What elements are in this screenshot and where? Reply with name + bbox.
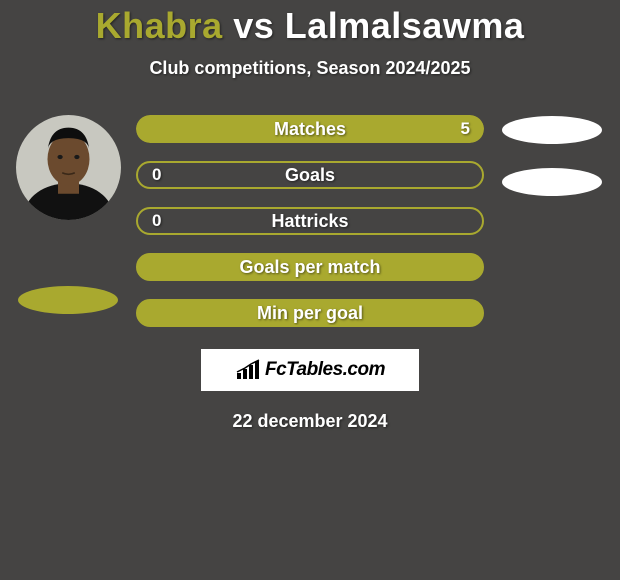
stat-label: Matches [274, 119, 346, 140]
infographic-container: Khabra vs Lalmalsawma Club competitions,… [0, 0, 620, 432]
stat-bar: Min per goal [136, 299, 484, 327]
player-a-name: Khabra [96, 5, 223, 46]
stat-value-left: 0 [152, 165, 161, 185]
subtitle: Club competitions, Season 2024/2025 [0, 58, 620, 79]
stat-label: Goals per match [239, 257, 380, 278]
comparison-title: Khabra vs Lalmalsawma [0, 2, 620, 50]
fctables-logo-text: FcTables.com [265, 359, 385, 381]
player-b-name: Lalmalsawma [285, 5, 525, 46]
stat-label: Goals [285, 165, 335, 186]
stat-label: Min per goal [257, 303, 363, 324]
stat-bar: Matches 5 [136, 115, 484, 143]
fctables-logo-box: FcTables.com [201, 349, 419, 391]
player-b-column [492, 115, 612, 196]
stat-value-right: 5 [461, 119, 470, 139]
stat-bar: 0 Hattricks [136, 207, 484, 235]
player-a-badge-oval [18, 286, 118, 314]
stat-value-left: 0 [152, 211, 161, 231]
date-text: 22 december 2024 [0, 411, 620, 432]
player-a-avatar [16, 115, 121, 220]
player-b-badge-oval-1 [502, 116, 602, 144]
stat-bar: Goals per match [136, 253, 484, 281]
title-vs: vs [233, 5, 285, 46]
player-a-photo-icon [16, 115, 121, 220]
main-row: Matches 5 0 Goals 0 Hattricks Goals per match M… [0, 115, 620, 327]
stat-bar: 0 Goals [136, 161, 484, 189]
bar-chart-icon [235, 359, 261, 381]
stat-label: Hattricks [271, 211, 348, 232]
stats-column: Matches 5 0 Goals 0 Hattricks Goals per match M… [128, 115, 492, 327]
player-a-column [8, 115, 128, 314]
player-b-badge-oval-2 [502, 168, 602, 196]
